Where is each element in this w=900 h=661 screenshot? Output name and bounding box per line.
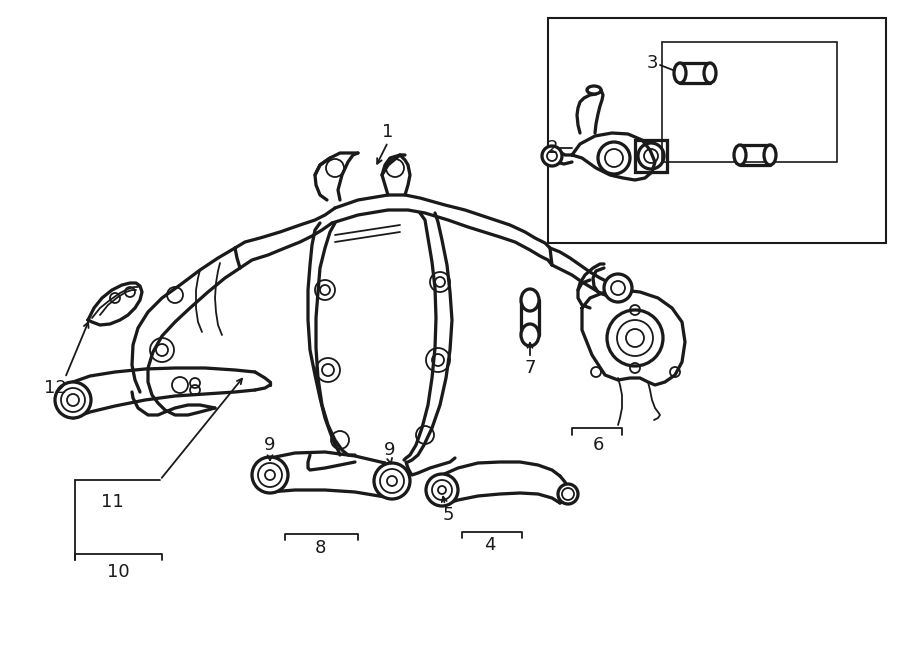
Text: 6: 6 [592,436,604,454]
Ellipse shape [521,289,539,311]
Ellipse shape [521,324,539,346]
Text: 9: 9 [384,441,396,459]
Text: 10: 10 [107,563,130,581]
Ellipse shape [587,86,601,94]
Circle shape [426,474,458,506]
Text: 8: 8 [314,539,326,557]
Circle shape [604,274,632,302]
Ellipse shape [764,145,776,165]
Text: 11: 11 [101,493,123,511]
Text: 4: 4 [484,536,496,554]
Text: 5: 5 [442,506,454,524]
Circle shape [542,146,562,166]
Circle shape [374,463,410,499]
Text: 3: 3 [646,54,658,72]
Ellipse shape [674,63,686,83]
Text: 7: 7 [524,359,536,377]
Text: 1: 1 [382,123,393,141]
Circle shape [558,484,578,504]
Bar [548,18,886,243]
Ellipse shape [734,145,746,165]
Text: 9: 9 [265,436,275,454]
Ellipse shape [704,63,716,83]
Circle shape [252,457,288,493]
Circle shape [55,382,91,418]
Text: 12: 12 [43,379,67,397]
Bar [635,140,667,172]
Bar [662,42,837,162]
Text: 2: 2 [546,139,558,157]
